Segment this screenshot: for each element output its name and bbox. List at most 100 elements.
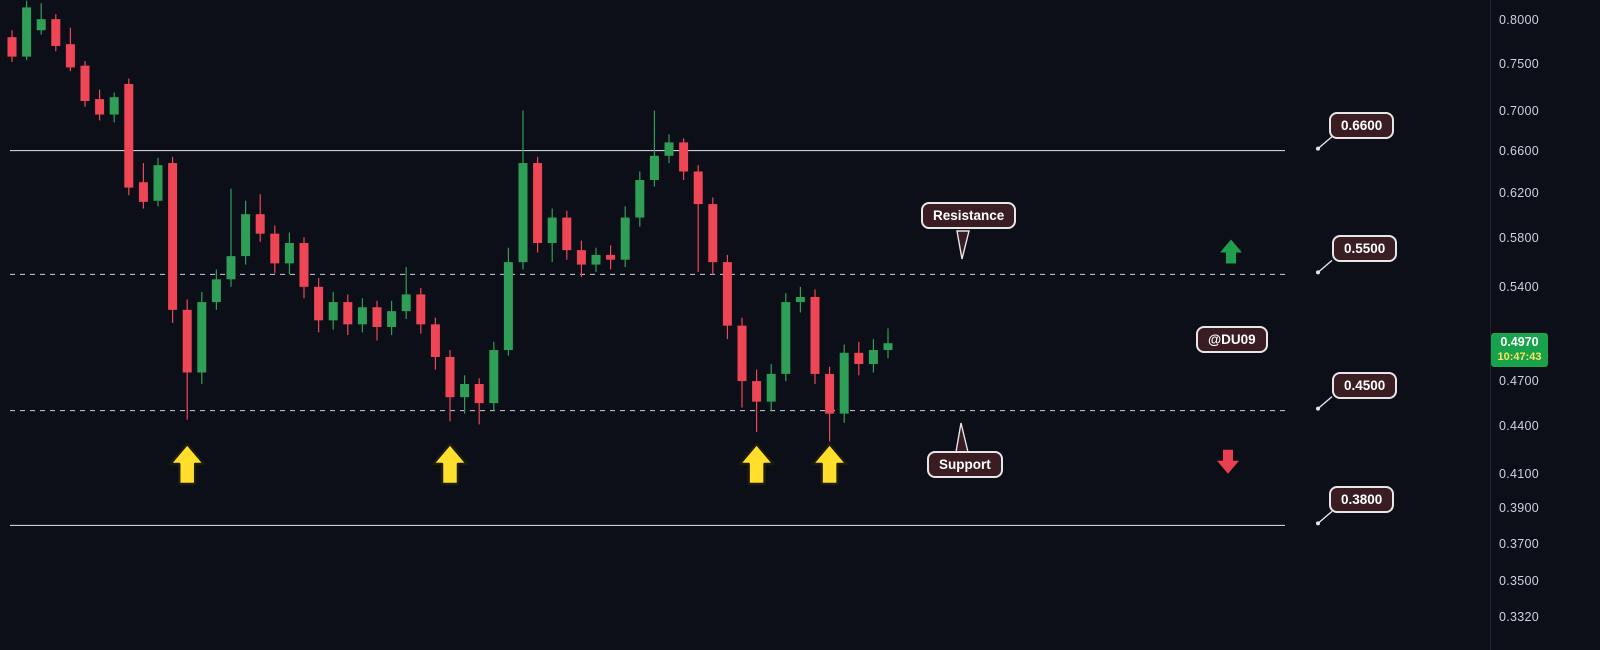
y-axis-tick: 0.4700 bbox=[1499, 374, 1540, 389]
price-level-label-1[interactable]: 0.6600 bbox=[1329, 111, 1395, 139]
y-axis-tick: 0.3320 bbox=[1499, 610, 1540, 625]
candle-body bbox=[620, 217, 630, 260]
y-axis-tick: 0.5400 bbox=[1499, 279, 1540, 294]
red-down-arrow-icon[interactable] bbox=[1217, 449, 1239, 474]
y-axis-tick: 0.4100 bbox=[1499, 466, 1540, 481]
price-level-label-3[interactable]: 0.4500 bbox=[1332, 371, 1398, 399]
candle-body bbox=[547, 217, 557, 244]
candle-body bbox=[284, 243, 294, 264]
candle-body bbox=[693, 171, 703, 205]
support-label-tail bbox=[955, 422, 969, 453]
yellow-up-arrow[interactable] bbox=[168, 442, 206, 486]
candle-body bbox=[722, 262, 732, 326]
candle-body bbox=[576, 250, 586, 265]
candle-body bbox=[591, 254, 601, 265]
callout-tail bbox=[1317, 136, 1333, 150]
candle-body bbox=[883, 343, 893, 351]
candle-body bbox=[533, 163, 543, 244]
candle-body bbox=[737, 325, 747, 382]
candle-body bbox=[343, 302, 353, 325]
watermark-label[interactable]: @DU09 bbox=[1196, 326, 1268, 353]
y-axis-tick: 0.3500 bbox=[1499, 574, 1540, 589]
candle-body bbox=[606, 254, 616, 260]
candle-body bbox=[503, 262, 513, 351]
resistance-label[interactable]: Resistance bbox=[921, 202, 1017, 229]
candle-body bbox=[153, 165, 163, 201]
candle-body bbox=[752, 381, 762, 402]
candle-body bbox=[518, 163, 528, 263]
candle-body bbox=[182, 309, 192, 373]
candle-body bbox=[168, 163, 178, 310]
candle-body bbox=[825, 373, 835, 414]
candle-body bbox=[124, 84, 134, 188]
support-label[interactable]: Support bbox=[927, 451, 1003, 478]
price-axis[interactable]: 0.8000 0.7500 0.7000 0.6600 0.6200 0.5800 0.54… bbox=[1490, 0, 1600, 650]
candle-body bbox=[80, 65, 90, 102]
candle-body bbox=[664, 142, 674, 156]
y-axis-tick: 0.5800 bbox=[1499, 231, 1540, 246]
callout-tail-dot bbox=[1316, 270, 1320, 275]
y-axis-tick: 0.3900 bbox=[1499, 500, 1540, 515]
candle-body bbox=[22, 7, 32, 57]
resistance-label-tail bbox=[956, 230, 970, 260]
candle-body bbox=[7, 37, 17, 57]
candle-body bbox=[649, 155, 659, 181]
candle-body bbox=[489, 350, 499, 404]
callout-tail-dot bbox=[1316, 146, 1320, 151]
candle-body bbox=[635, 180, 645, 218]
candle-body bbox=[270, 233, 280, 264]
candle-body bbox=[241, 214, 251, 257]
y-axis-tick: 0.3700 bbox=[1499, 536, 1540, 551]
candle-body bbox=[387, 311, 397, 327]
bar-close-countdown: 10:47:43 bbox=[1497, 351, 1542, 364]
candle-body bbox=[460, 383, 470, 398]
candle-body bbox=[795, 296, 805, 303]
candle-body bbox=[51, 19, 61, 46]
last-price-badge: 0.4970 10:47:43 bbox=[1491, 333, 1548, 368]
y-axis-tick: 0.6200 bbox=[1499, 186, 1540, 201]
yellow-up-arrow[interactable] bbox=[738, 442, 775, 486]
candle-body bbox=[197, 302, 207, 373]
candle-body bbox=[766, 373, 776, 402]
callout-tail-dot bbox=[1316, 521, 1320, 526]
candle-body bbox=[36, 19, 46, 31]
callout-tail bbox=[1317, 510, 1333, 524]
candle-body bbox=[854, 352, 864, 364]
candle-body bbox=[109, 97, 119, 115]
price-level-label-4[interactable]: 0.3800 bbox=[1329, 486, 1395, 514]
candle-body bbox=[474, 383, 484, 404]
callout-tail bbox=[1317, 259, 1333, 273]
last-price-value: 0.4970 bbox=[1500, 335, 1539, 350]
candle-body bbox=[95, 99, 105, 115]
y-axis-tick: 0.8000 bbox=[1499, 13, 1540, 27]
y-axis-tick: 0.7500 bbox=[1499, 56, 1540, 71]
candle-body bbox=[401, 294, 411, 312]
candle-body bbox=[211, 279, 221, 303]
candle-body bbox=[781, 302, 791, 374]
candle-body bbox=[679, 142, 689, 172]
candle-body bbox=[357, 307, 367, 325]
candle-body bbox=[430, 324, 440, 357]
candle-body bbox=[562, 217, 572, 251]
candle-body bbox=[314, 286, 324, 321]
candle-body bbox=[445, 356, 455, 398]
candle-body bbox=[868, 350, 878, 364]
candle-body bbox=[810, 296, 820, 374]
y-axis-tick: 0.7000 bbox=[1499, 103, 1540, 118]
yellow-up-arrow[interactable] bbox=[811, 442, 848, 486]
price-level-label-2[interactable]: 0.5500 bbox=[1332, 235, 1398, 263]
candle-body bbox=[299, 243, 309, 287]
callout-tail bbox=[1317, 396, 1333, 410]
y-axis-tick: 0.4400 bbox=[1499, 418, 1540, 433]
callout-tail-dot bbox=[1316, 406, 1320, 411]
candle-body bbox=[708, 204, 718, 263]
candle-body bbox=[65, 44, 75, 68]
green-up-arrow-icon[interactable] bbox=[1220, 239, 1242, 264]
candle-body bbox=[839, 352, 849, 414]
candle-body bbox=[138, 182, 148, 202]
yellow-up-arrow[interactable] bbox=[431, 442, 469, 486]
candle-body bbox=[226, 256, 236, 280]
y-axis-tick: 0.6600 bbox=[1499, 143, 1540, 158]
